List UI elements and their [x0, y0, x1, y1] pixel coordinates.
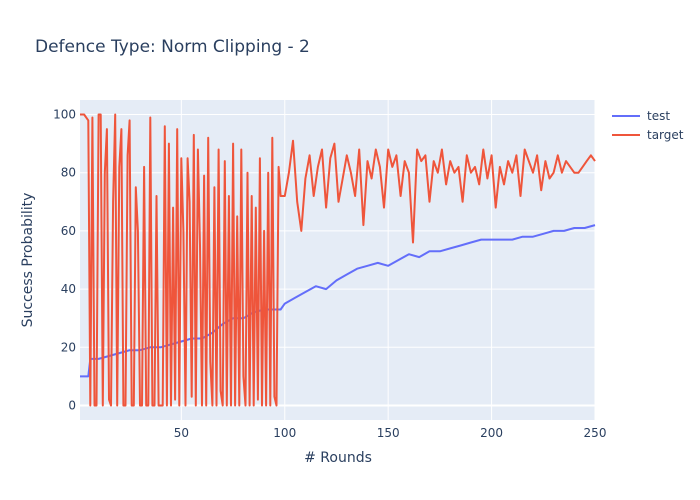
x-tick-label: 250 — [584, 426, 607, 440]
y-tick-label: 60 — [61, 224, 76, 238]
y-tick-label: 0 — [68, 398, 76, 412]
chart-title: Defence Type: Norm Clipping - 2 — [35, 37, 310, 57]
x-axis-title: # Rounds — [304, 450, 372, 466]
x-tick-label: 100 — [273, 426, 296, 440]
legend-item-target[interactable]: target — [612, 128, 684, 142]
y-tick-label: 20 — [61, 340, 76, 354]
y-tick-label: 100 — [53, 108, 76, 122]
legend-label-target: target — [647, 128, 684, 142]
y-tick-label: 80 — [61, 166, 76, 180]
legend-item-test[interactable]: test — [612, 109, 670, 123]
y-tick-label: 40 — [61, 282, 76, 296]
y-tick-labels: 0 20 40 60 80 100 — [53, 108, 76, 413]
legend[interactable]: test target — [612, 109, 684, 142]
x-tick-label: 200 — [480, 426, 503, 440]
y-axis-title: Success Probability — [20, 193, 36, 328]
series-line-target — [80, 113, 596, 407]
x-tick-label: 50 — [174, 426, 189, 440]
x-tick-label: 150 — [377, 426, 400, 440]
legend-label-test: test — [647, 109, 670, 123]
x-tick-labels: 50 100 150 200 250 — [174, 426, 607, 440]
series-lines — [80, 113, 596, 407]
